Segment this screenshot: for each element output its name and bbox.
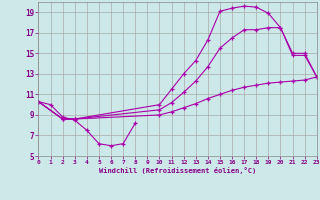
X-axis label: Windchill (Refroidissement éolien,°C): Windchill (Refroidissement éolien,°C) bbox=[99, 167, 256, 174]
